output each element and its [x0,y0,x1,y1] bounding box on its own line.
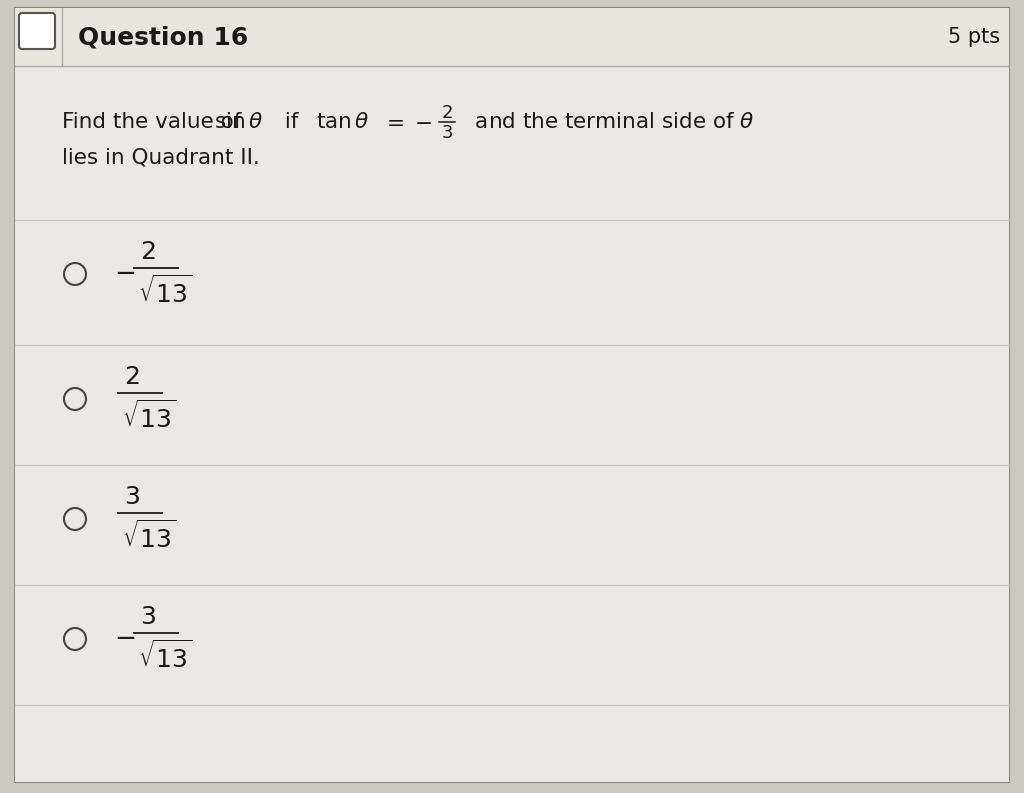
Text: $\sqrt{13}$: $\sqrt{13}$ [138,641,193,673]
Text: 3: 3 [441,124,453,142]
Text: $-$: $-$ [114,259,135,285]
Text: 5 pts: 5 pts [948,27,1000,47]
Text: $\mathrm{sin}\,\theta$: $\mathrm{sin}\,\theta$ [214,112,263,132]
Text: $=$: $=$ [382,112,403,132]
Text: $\mathrm{tan}\,\theta$: $\mathrm{tan}\,\theta$ [316,112,370,132]
Text: $\sqrt{13}$: $\sqrt{13}$ [122,400,176,433]
Text: $-$: $-$ [114,624,135,650]
FancyBboxPatch shape [15,8,1009,782]
Text: Question 16: Question 16 [78,25,248,49]
Text: $\sqrt{13}$: $\sqrt{13}$ [122,521,176,554]
Text: lies in Quadrant II.: lies in Quadrant II. [62,148,260,168]
Text: $-$: $-$ [414,112,432,132]
Text: 2: 2 [140,240,156,264]
Text: Find the value of: Find the value of [62,112,248,132]
Text: 2: 2 [124,365,140,389]
FancyBboxPatch shape [19,13,55,49]
Bar [15,8,1009,66]
Text: 2: 2 [441,104,453,122]
Text: if: if [278,112,305,132]
Text: $\sqrt{13}$: $\sqrt{13}$ [138,276,193,308]
Text: and the terminal side of $\theta$: and the terminal side of $\theta$ [468,112,755,132]
Text: 3: 3 [140,605,156,629]
Text: 3: 3 [124,485,140,509]
